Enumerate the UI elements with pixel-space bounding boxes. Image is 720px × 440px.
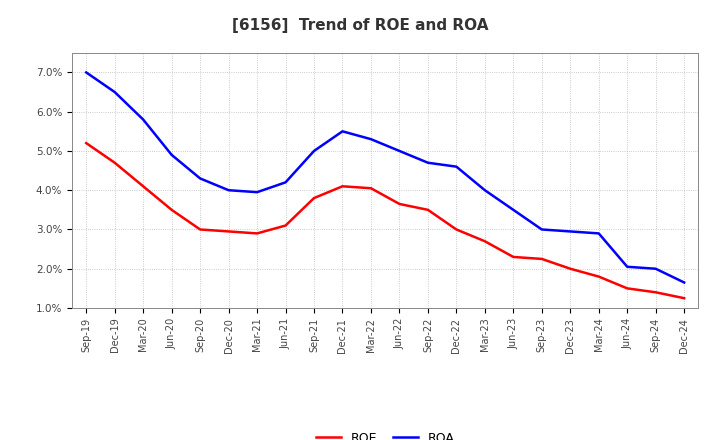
ROE xyxy=(196,227,204,232)
ROA xyxy=(253,190,261,195)
Line: ROE: ROE xyxy=(86,143,684,298)
ROA xyxy=(395,148,404,154)
ROE xyxy=(253,231,261,236)
ROA xyxy=(623,264,631,269)
ROA xyxy=(566,229,575,234)
ROE xyxy=(310,195,318,201)
ROE xyxy=(282,223,290,228)
ROE xyxy=(680,296,688,301)
ROA xyxy=(452,164,461,169)
ROA xyxy=(595,231,603,236)
ROA xyxy=(82,70,91,75)
ROE xyxy=(452,227,461,232)
ROA xyxy=(338,128,347,134)
ROA xyxy=(225,187,233,193)
ROE xyxy=(537,256,546,261)
ROA xyxy=(680,280,688,285)
ROE xyxy=(366,186,375,191)
ROA xyxy=(509,207,518,213)
ROA xyxy=(652,266,660,271)
ROA xyxy=(480,187,489,193)
ROE xyxy=(509,254,518,260)
ROA xyxy=(167,152,176,158)
ROE xyxy=(652,290,660,295)
ROE xyxy=(110,160,119,165)
ROE xyxy=(167,207,176,213)
ROE xyxy=(139,183,148,189)
Text: [6156]  Trend of ROE and ROA: [6156] Trend of ROE and ROA xyxy=(232,18,488,33)
ROA xyxy=(537,227,546,232)
ROA xyxy=(423,160,432,165)
ROA xyxy=(282,180,290,185)
ROA xyxy=(110,89,119,95)
ROE xyxy=(566,266,575,271)
ROE xyxy=(623,286,631,291)
ROE xyxy=(338,183,347,189)
ROE xyxy=(423,207,432,213)
Line: ROA: ROA xyxy=(86,73,684,282)
ROE xyxy=(225,229,233,234)
ROE xyxy=(395,202,404,207)
ROE xyxy=(480,238,489,244)
ROA xyxy=(310,148,318,154)
ROA xyxy=(196,176,204,181)
ROE xyxy=(82,140,91,146)
ROA xyxy=(366,136,375,142)
ROA xyxy=(139,117,148,122)
ROE xyxy=(595,274,603,279)
Legend: ROE, ROA: ROE, ROA xyxy=(311,427,459,440)
